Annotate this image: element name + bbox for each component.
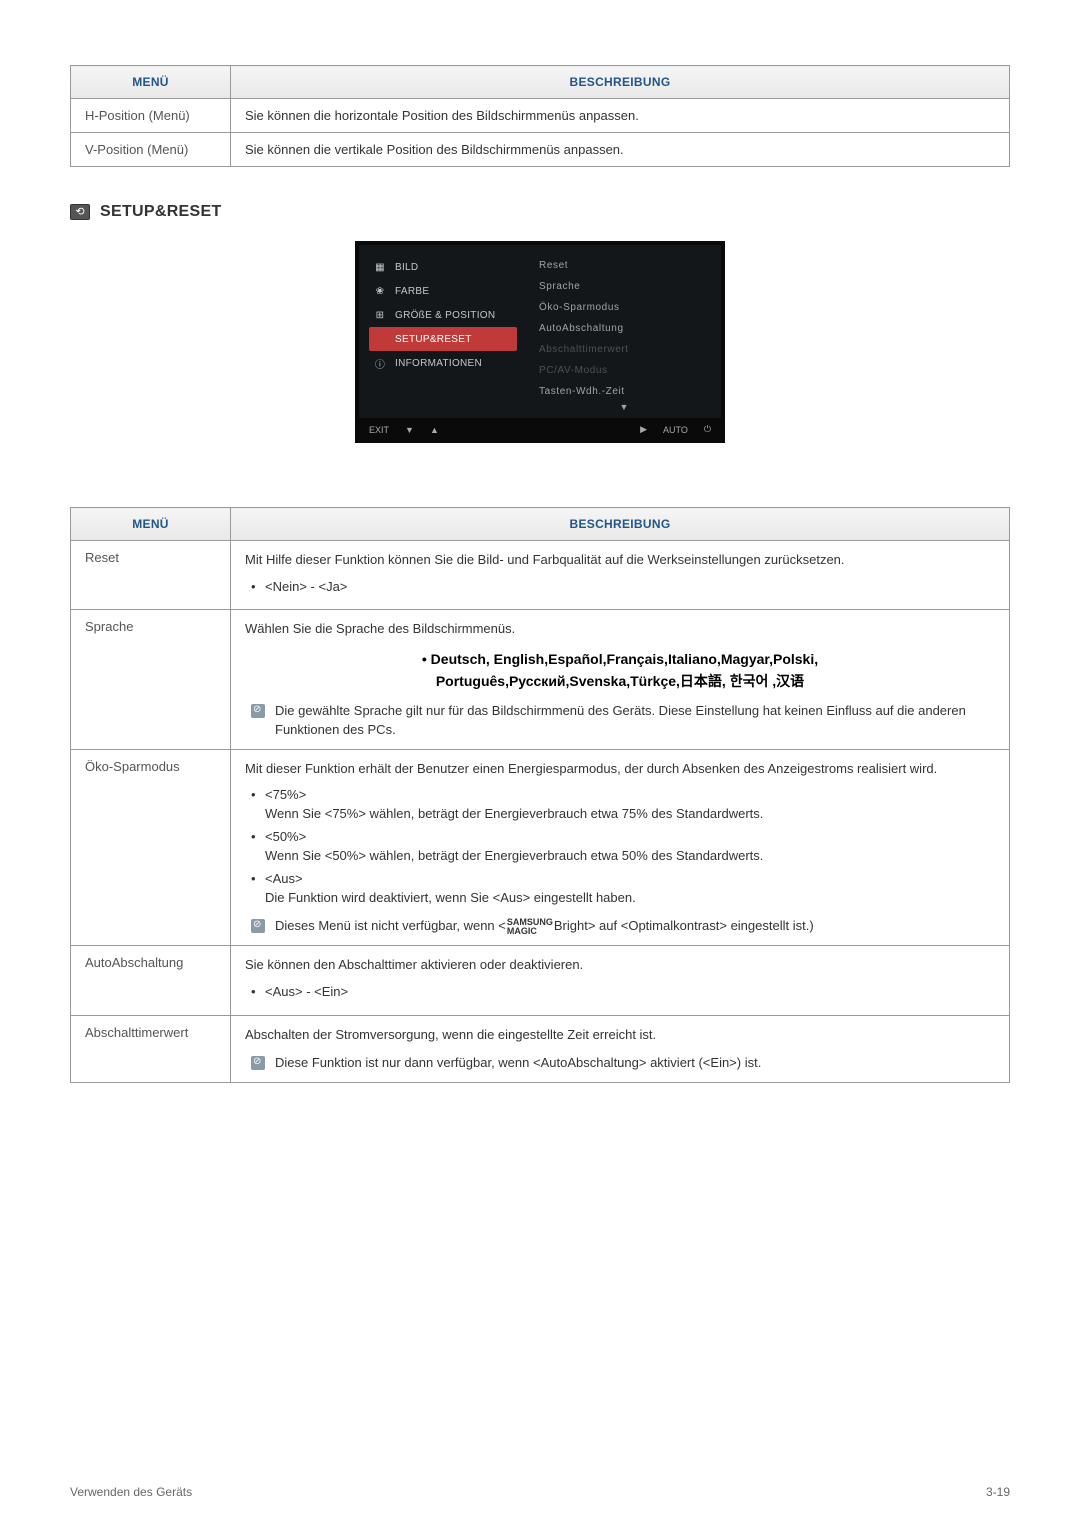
oko-opt-75: <75%> Wenn Sie <75%> wählen, beträgt der…	[251, 786, 995, 824]
th-desc: BESCHREIBUNG	[231, 66, 1010, 99]
osd-up-icon: ▲	[430, 425, 439, 435]
th2-desc: BESCHREIBUNG	[231, 508, 1010, 541]
th-menu: MENÜ	[71, 66, 231, 99]
note-icon	[251, 1056, 265, 1070]
section-icon	[70, 204, 90, 220]
th2-menu: MENÜ	[71, 508, 231, 541]
sprache-note: Die gewählte Sprache gilt nur für das Bi…	[245, 702, 995, 740]
info-icon: ⓘ	[373, 357, 387, 369]
osd-r-reset: Reset	[535, 255, 713, 276]
setup-reset-table: MENÜ BESCHREIBUNG Reset Mit Hilfe dieser…	[70, 507, 1010, 1083]
row-vpos-desc: Sie können die vertikale Position des Bi…	[231, 133, 1010, 167]
osd-item-info: ⓘINFORMATIONEN	[369, 351, 517, 375]
osd-screenshot: ▦BILD ❀FARBE ⊞GRÖßE & POSITION SETUP&RES…	[355, 241, 725, 443]
osd-item-setup: SETUP&RESET	[369, 327, 517, 351]
row-oko-label: Öko-Sparmodus	[71, 749, 231, 945]
osd-item-bild: ▦BILD	[369, 255, 517, 279]
size-icon: ⊞	[373, 309, 387, 321]
position-table: MENÜ BESCHREIBUNG H-Position (Menü) Sie …	[70, 65, 1010, 167]
footer-left: Verwenden des Geräts	[70, 1485, 192, 1499]
row-vpos-label: V-Position (Menü)	[71, 133, 231, 167]
osd-auto: AUTO	[663, 425, 688, 435]
osd-r-sprache: Sprache	[535, 276, 713, 297]
osd-r-tasten: Tasten-Wdh.-Zeit	[535, 381, 713, 402]
section-heading: SETUP&RESET	[70, 203, 1010, 221]
osd-right-pane: Reset Sprache Öko-Sparmodus AutoAbschalt…	[527, 245, 721, 418]
setup-icon	[373, 333, 387, 345]
samsung-magic-logo: SAMSUNGMAGIC	[507, 918, 553, 935]
osd-left-pane: ▦BILD ❀FARBE ⊞GRÖßE & POSITION SETUP&RES…	[359, 245, 527, 418]
timer-note: Diese Funktion ist nur dann verfügbar, w…	[245, 1054, 995, 1073]
row-hpos-desc: Sie können die horizontale Position des …	[231, 99, 1010, 133]
row-hpos-label: H-Position (Menü)	[71, 99, 231, 133]
note-icon	[251, 919, 265, 933]
osd-exit: EXIT	[369, 425, 389, 435]
auto-option: <Aus> - <Ein>	[251, 983, 995, 1002]
row-sprache-label: Sprache	[71, 610, 231, 750]
osd-play-icon: ▶	[640, 424, 647, 435]
row-timer-desc: Abschalten der Stromversorgung, wenn die…	[231, 1015, 1010, 1082]
page-footer: Verwenden des Geräts 3-19	[70, 1485, 1010, 1499]
osd-r-auto: AutoAbschaltung	[535, 318, 713, 339]
row-reset-label: Reset	[71, 541, 231, 610]
row-oko-desc: Mit dieser Funktion erhält der Benutzer …	[231, 749, 1010, 945]
osd-r-timer: Abschalttimerwert	[535, 339, 713, 360]
row-auto-label: AutoAbschaltung	[71, 946, 231, 1015]
footer-right: 3-19	[986, 1485, 1010, 1499]
note-icon	[251, 704, 265, 718]
osd-r-oko: Öko-Sparmodus	[535, 297, 713, 318]
row-timer-label: Abschalttimerwert	[71, 1015, 231, 1082]
row-reset-desc: Mit Hilfe dieser Funktion können Sie die…	[231, 541, 1010, 610]
color-icon: ❀	[373, 285, 387, 297]
section-title: SETUP&RESET	[100, 203, 222, 221]
picture-icon: ▦	[373, 261, 387, 273]
osd-down-icon: ▼	[405, 425, 414, 435]
oko-note: Dieses Menü ist nicht verfügbar, wenn <S…	[245, 917, 995, 936]
reset-option: <Nein> - <Ja>	[251, 578, 995, 597]
osd-r-pcav: PC/AV-Modus	[535, 360, 713, 381]
row-sprache-desc: Wählen Sie die Sprache des Bildschirmmen…	[231, 610, 1010, 750]
language-list: • Deutsch, English,Español,Français,Ital…	[245, 649, 995, 692]
osd-power-icon: ⏻	[704, 424, 711, 435]
osd-item-farbe: ❀FARBE	[369, 279, 517, 303]
row-auto-desc: Sie können den Abschalttimer aktivieren …	[231, 946, 1010, 1015]
osd-footer: EXIT ▼ ▲ ▶ AUTO ⏻	[359, 418, 721, 439]
oko-opt-50: <50%> Wenn Sie <50%> wählen, beträgt der…	[251, 828, 995, 866]
oko-opt-aus: <Aus> Die Funktion wird deaktiviert, wen…	[251, 870, 995, 908]
osd-item-size: ⊞GRÖßE & POSITION	[369, 303, 517, 327]
